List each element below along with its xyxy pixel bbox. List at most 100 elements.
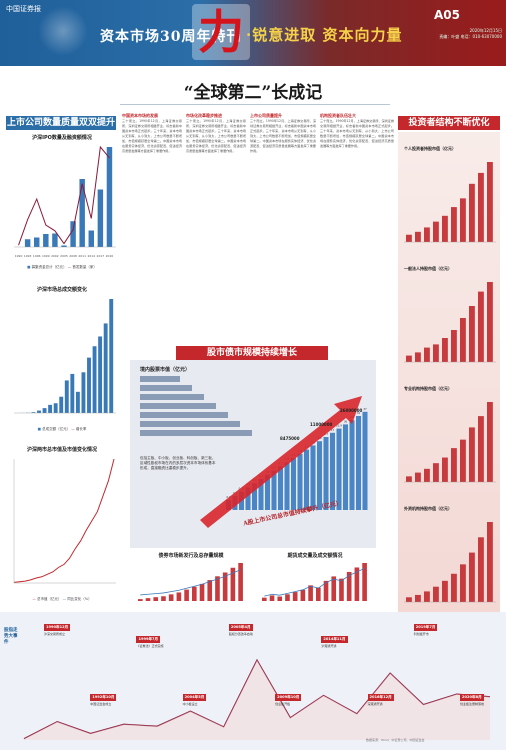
- bond-bar: [138, 599, 143, 601]
- infographic-bullets: 包括主板、中小板、创业板、科创板、新三板、区域性股权市场在内的多层次资本市场体系…: [140, 456, 216, 470]
- stair-label: 23.9: [336, 424, 342, 428]
- article-column-4: 机构投资者队伍壮大 三十而立。1990年12月，上海证券交易所、深圳证券交易所相…: [320, 112, 394, 344]
- turnover-bar: [37, 410, 41, 413]
- investor-chart-title: 专业机构持股市值（亿元）: [404, 385, 452, 391]
- investor-bar: [469, 306, 475, 362]
- futures-bar: [308, 585, 313, 601]
- futures-bar: [339, 578, 344, 601]
- source-note: 数据来源：Wind、中证登公司、中国证监会: [366, 738, 425, 742]
- ipo-bar: [34, 237, 40, 247]
- right-section-banner: 投资者结构不断优化: [398, 116, 500, 130]
- investor-bar: [415, 594, 421, 602]
- bond-bar: [176, 592, 182, 601]
- investor-chart-title: 个人投资者持股市值（亿元）: [403, 145, 456, 151]
- mid-section-banner: 股市债市规模持续增长: [176, 346, 328, 360]
- article-paragraph: 三十而立。1990年12月，上海证券交易所、深圳证券交易所相继开业，标志着新中国…: [320, 119, 394, 148]
- market-cap-chart: 沪深两市总市值及市值变化情况 — 总市值（亿元） — 同比变化（%）: [6, 446, 118, 606]
- turnover-bar: [31, 412, 36, 413]
- bond-bar: [215, 576, 220, 601]
- investor-bar: [442, 215, 448, 242]
- ipo-bar: [43, 234, 49, 247]
- ipo-chart-title: 沪深IPO数量及融资额情况: [32, 135, 92, 141]
- bond-bar: [145, 598, 151, 601]
- highlight-value: 8475000: [280, 436, 300, 441]
- timeline-event-text: 中国证监会成立: [90, 702, 112, 706]
- index-area: [24, 660, 490, 740]
- futures-bar: [300, 589, 306, 601]
- article-paragraph: 三十而立。1990年12月，上海证券交易所、深圳证券交易所相继开业，标志着新中国…: [186, 119, 246, 153]
- legend-bar-swatch: ■: [27, 265, 31, 269]
- market-cap-chart-title: 沪深两市总市值及市值变化情况: [26, 447, 97, 453]
- turnover-chart-title: 沪深市场总成交额变化: [36, 287, 87, 293]
- ipo-bar: [79, 179, 85, 247]
- investor-bar: [424, 468, 430, 482]
- timeline-event-year: 1990年12月: [44, 624, 71, 631]
- headline-rule: [120, 104, 390, 105]
- turnover-bar: [70, 373, 75, 413]
- ipo-bar: [106, 147, 113, 247]
- investor-bar: [442, 457, 448, 482]
- article-paragraph: 三十而立。1990年12月，上海证券交易所、深圳证券交易所相继开业，标志着新中国…: [122, 119, 182, 153]
- market-cap-chart-svg: [13, 458, 116, 584]
- legend-line-label: 首发数量（家）: [72, 265, 97, 269]
- ipo-line: [18, 145, 110, 246]
- investor-bar: [451, 448, 457, 482]
- timeline-event-year: 2005年4月: [228, 624, 253, 631]
- timeline-event-text: 创业板注册制落地: [460, 702, 485, 706]
- masthead-meta: 2020年12月15日 责编：叶盛 电话：010-63070000: [424, 28, 502, 40]
- turnover-bar: [87, 357, 91, 413]
- ipo-x-tick: 1990: [15, 254, 23, 258]
- timeline-event-text: 《证券法》正式实施: [136, 644, 164, 648]
- futures-bar: [316, 587, 321, 601]
- page-number: A05: [434, 8, 460, 22]
- turnover-bar: [81, 372, 86, 413]
- ipo-bar: [52, 233, 58, 247]
- investor-bar: [451, 330, 457, 362]
- bond-bar: [199, 583, 205, 601]
- investor-bar: [433, 463, 439, 482]
- turnover-chart: 沪深市场总成交额变化 ■ 总成交额（亿元） — 增长率: [6, 286, 118, 436]
- ipo-x-tick: 2014: [87, 254, 95, 258]
- investor-bar: [415, 352, 421, 362]
- turnover-bar: [53, 403, 58, 413]
- investor-bar: [469, 427, 475, 482]
- infographic-svg: 0.20.10.350.41.31.23.03.74.24.24.53.53.3…: [140, 376, 368, 528]
- timeline-event-year: 1999年7月: [136, 636, 161, 643]
- legend-line-swatch: —: [32, 597, 36, 601]
- index-line-svg: [23, 658, 491, 740]
- stair-bar: [336, 428, 342, 510]
- stair-bar: [330, 432, 335, 510]
- ipo-x-tick: 2020: [106, 254, 114, 258]
- stair-label: 36: [344, 419, 348, 423]
- stair-bar: [245, 487, 251, 510]
- timeline-event-text: 股权分置改革启动: [228, 632, 253, 636]
- left-section-banner: 上市公司数量质量双双提升: [6, 116, 116, 130]
- stair-bar: [265, 474, 270, 510]
- summary-bar: [140, 394, 204, 400]
- futures-bar: [262, 597, 267, 601]
- article-column-3: 上市公司质量提升 三十而立。1990年12月，上海证券交易所、深圳证券交易所相继…: [250, 112, 316, 344]
- timeline-event-year: 2020年8月: [460, 694, 484, 701]
- stair-bar: [343, 424, 348, 510]
- investor-bar: [460, 198, 466, 242]
- summary-bar: [140, 376, 180, 382]
- investor-bar: [487, 402, 493, 482]
- futures-bar: [277, 596, 283, 601]
- investor-bar: [451, 207, 457, 242]
- stair-label: 17: [331, 428, 335, 432]
- turnover-chart-legend: ■ 总成交额（亿元） — 增长率: [6, 427, 118, 432]
- timeline-event-year: 1992年10月: [90, 694, 117, 701]
- investor-structure-panel: 个人投资者持股市值（亿元） 一般法人持股市值（亿元） 专业机构持股市值（亿元） 外资机…: [398, 132, 500, 640]
- growth-arrow-icon: [200, 396, 362, 528]
- investor-bar: [433, 586, 439, 602]
- ipo-bar: [61, 245, 67, 247]
- timeline-event-year: 2009年10月: [275, 694, 302, 701]
- ipo-x-tick: 2011: [78, 254, 86, 258]
- investor-bar: [460, 564, 466, 602]
- infographic-title: 境内股票市值（亿元）: [140, 367, 191, 373]
- investor-bar: [406, 234, 412, 242]
- stair-bar: [317, 441, 322, 510]
- series-title: 资本市场30周年特刊: [100, 29, 242, 45]
- futures-bar: [323, 580, 329, 601]
- legend-line-label: 增长率: [75, 427, 87, 431]
